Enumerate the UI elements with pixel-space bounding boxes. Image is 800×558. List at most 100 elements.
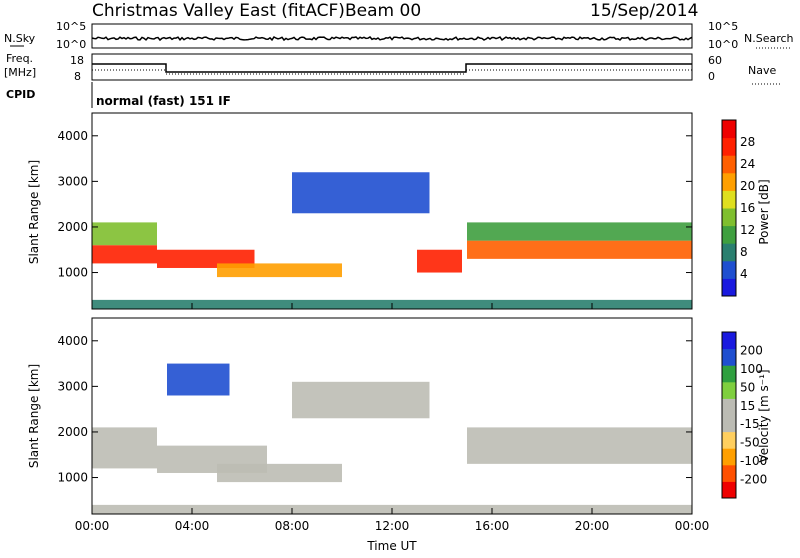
nsearch-label: N.Search: [744, 32, 794, 45]
freq-label-line2: [MHz]: [4, 66, 36, 79]
freq-tick-bottom: 8: [74, 70, 81, 83]
x-tick-label: 12:00: [375, 519, 410, 533]
velocity-xticks: 00:00 04:00 08:00 12:00 16:00 20:00 00:00: [75, 508, 710, 533]
scatter-band: [92, 427, 157, 469]
nsearch-tick-bottom: 10^0: [708, 38, 738, 51]
colorbar-segment: [722, 481, 736, 499]
colorbar-tick-label: 15: [740, 399, 755, 413]
nsky-tick-bottom: 10^0: [56, 38, 86, 51]
colorbar-segment: [722, 365, 736, 383]
power-colorbar: 28 24 20 16 12 8 4: [721, 119, 755, 297]
colorbar-tick-label: 20: [740, 179, 755, 193]
cpid-label: CPID: [6, 88, 35, 101]
scatter-band: [167, 363, 230, 396]
colorbar-segment: [722, 260, 736, 279]
power-yticks: 1000 2000 3000 4000: [57, 129, 692, 280]
power-colorbar-label: Power [dB]: [757, 179, 771, 244]
nave-tick-bottom: 0: [708, 70, 715, 83]
velocity-colorbar-label: Velocity [m s⁻¹]: [757, 369, 771, 462]
nave-tick-top: 60: [708, 54, 722, 67]
freq-tick-top: 18: [70, 54, 84, 67]
colorbar-segment: [722, 155, 736, 174]
colorbar-frame: [721, 119, 737, 297]
x-tick-label: 00:00: [675, 519, 710, 533]
colorbar-segment: [722, 464, 736, 482]
velocity-colorbar: 200 100 50 15 -15 -50 -100 -200: [721, 331, 767, 499]
colorbar-segment: [722, 431, 736, 449]
y-tick-label: 2000: [57, 425, 88, 439]
colorbar-segment: [722, 120, 736, 139]
y-tick-label: 3000: [57, 379, 88, 393]
colorbar-tick-label: 8: [740, 245, 748, 259]
xaxis-label: Time UT: [366, 539, 417, 553]
cpid-text: normal (fast) 151 IF: [96, 94, 231, 108]
colorbar-tick-label: 24: [740, 157, 755, 171]
colorbar-tick-label: 28: [740, 135, 755, 149]
x-tick-label: 08:00: [275, 519, 310, 533]
colorbar-segment: [722, 278, 736, 297]
date-label: 15/Sep/2014: [590, 1, 698, 21]
scatter-band: [217, 463, 342, 483]
y-tick-label: 2000: [57, 220, 88, 234]
colorbar-segment: [722, 398, 736, 416]
nave-trace: [92, 69, 692, 75]
scatter-band: [217, 263, 342, 278]
colorbar-segment: [722, 448, 736, 466]
nsky-trace: [91, 36, 693, 42]
nsky-panel: [91, 23, 693, 49]
colorbar-segment: [722, 243, 736, 262]
colorbar-tick-label: 12: [740, 223, 755, 237]
y-tick-label: 4000: [57, 129, 88, 143]
colorbar-tick-label: 4: [740, 267, 748, 281]
colorbar-frame: [721, 331, 737, 499]
colorbar-tick-label: -100: [740, 454, 767, 468]
colorbar-segment: [722, 208, 736, 227]
colorbar-segment: [722, 415, 736, 433]
velocity-heatmap-panel: 1000 2000 3000 4000 00:00 04:00 08:00 12:00 16:…: [27, 317, 710, 533]
scatter-band: [292, 172, 430, 214]
colorbar-tick-label: 16: [740, 201, 755, 215]
velocity-yticks: 1000 2000 3000 4000: [57, 334, 692, 485]
power-ylabel: Slant Range [km]: [27, 160, 41, 264]
velocity-ylabel: Slant Range [km]: [27, 364, 41, 468]
y-tick-label: 3000: [57, 174, 88, 188]
colorbar-segment: [722, 332, 736, 350]
x-tick-label: 20:00: [575, 519, 610, 533]
freq-label-line1: Freq.: [6, 52, 33, 65]
x-tick-label: 00:00: [75, 519, 110, 533]
power-xticks: [91, 303, 693, 309]
scatter-band: [92, 245, 157, 264]
x-tick-label: 04:00: [175, 519, 210, 533]
station-title: Christmas Valley East (fitACF): [92, 1, 345, 21]
colorbar-segment: [722, 348, 736, 366]
y-tick-label: 4000: [57, 334, 88, 348]
scatter-band: [467, 240, 692, 259]
nsearch-tick-top: 10^5: [708, 20, 738, 33]
scatter-band: [467, 427, 692, 464]
colorbar-segment: [722, 190, 736, 209]
power-heatmap-panel: 1000 2000 3000 4000 Slant Range [km]: [27, 112, 693, 310]
colorbar-tick-label: -15: [740, 417, 760, 431]
scatter-band: [417, 249, 462, 273]
colorbar-tick-label: 100: [740, 362, 763, 376]
colorbar-tick-label: 200: [740, 343, 763, 357]
nsky-label: N.Sky: [4, 32, 36, 45]
colorbar-segment: [722, 172, 736, 191]
scatter-band: [292, 381, 430, 419]
y-tick-label: 1000: [57, 471, 88, 485]
beam-label: Beam 00: [345, 1, 421, 21]
colorbar-tick-label: 50: [740, 380, 755, 394]
nsky-tick-top: 10^5: [56, 20, 86, 33]
y-tick-label: 1000: [57, 266, 88, 280]
colorbar-segment: [722, 225, 736, 244]
colorbar-segment: [722, 137, 736, 156]
colorbar-tick-label: -200: [740, 473, 767, 487]
colorbar-tick-label: -50: [740, 436, 760, 450]
colorbar-segment: [722, 381, 736, 399]
nave-label: Nave: [748, 64, 776, 77]
scatter-band: [92, 222, 157, 246]
freq-panel: [91, 53, 693, 81]
scatter-band: [467, 222, 692, 241]
